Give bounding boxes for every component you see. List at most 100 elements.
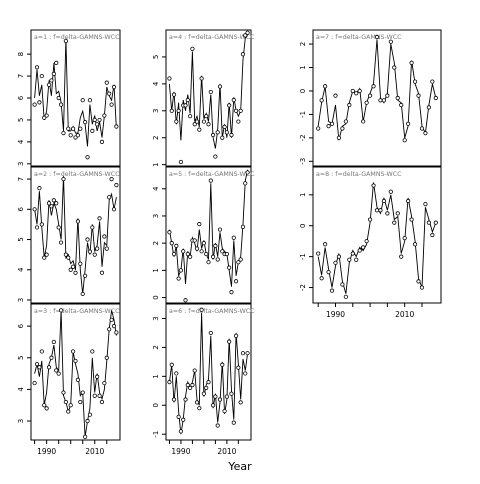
data-point xyxy=(66,255,71,260)
data-point xyxy=(350,251,355,256)
data-point xyxy=(388,189,393,194)
data-point xyxy=(354,91,359,96)
data-point xyxy=(381,198,387,204)
data-point xyxy=(412,242,418,247)
data-point xyxy=(423,131,428,136)
data-point xyxy=(409,60,414,65)
data-point xyxy=(171,397,177,402)
data-point xyxy=(220,135,225,140)
data-point xyxy=(80,291,85,297)
data-point xyxy=(95,122,100,127)
data-point xyxy=(78,261,83,266)
data-point xyxy=(416,93,421,98)
data-point xyxy=(227,339,232,344)
data-point xyxy=(220,249,225,254)
panel-frame xyxy=(30,166,121,304)
y-tick-label: 4 xyxy=(17,139,25,144)
data-point xyxy=(66,126,71,131)
data-point xyxy=(183,103,188,108)
data-point xyxy=(206,380,211,385)
data-point xyxy=(44,406,49,411)
data-point xyxy=(204,114,209,119)
data-point xyxy=(111,324,117,329)
data-point xyxy=(357,88,362,94)
data-point xyxy=(243,371,248,376)
data-point xyxy=(319,276,324,281)
data-point xyxy=(340,126,345,131)
data-point xyxy=(426,105,431,110)
data-point xyxy=(56,225,61,230)
data-point xyxy=(197,127,202,132)
panel-label: a=1 : f=delta-GAMNS-WCC xyxy=(34,34,120,41)
data-point xyxy=(73,270,78,275)
x-tick-label: 2010 xyxy=(395,310,414,319)
data-point xyxy=(399,254,404,259)
y-tick-label: -1 xyxy=(299,111,307,118)
data-point xyxy=(238,257,243,262)
data-point xyxy=(419,285,425,290)
y-tick-label: 5 xyxy=(17,237,25,241)
data-point xyxy=(174,243,179,248)
data-point xyxy=(87,249,93,254)
data-point xyxy=(111,207,117,212)
series-line xyxy=(34,38,117,147)
data-point xyxy=(114,330,119,335)
data-point xyxy=(197,406,202,411)
series-line xyxy=(168,169,249,287)
data-point xyxy=(80,98,85,103)
data-point xyxy=(231,97,236,103)
x-tick-label: 1990 xyxy=(171,447,190,456)
data-point xyxy=(224,251,229,257)
data-point xyxy=(402,138,407,143)
data-point xyxy=(61,130,66,136)
data-point xyxy=(347,102,352,108)
data-point xyxy=(199,249,204,254)
data-point xyxy=(361,245,366,250)
data-point xyxy=(85,418,90,424)
data-point xyxy=(201,391,207,396)
data-point xyxy=(340,282,345,287)
data-point xyxy=(97,393,102,398)
data-point xyxy=(192,122,197,127)
data-point xyxy=(406,121,411,126)
y-tick-label: 2 xyxy=(152,135,160,139)
data-point xyxy=(350,88,355,94)
data-point xyxy=(70,126,76,131)
data-point xyxy=(49,204,54,209)
data-point xyxy=(233,279,239,284)
data-point xyxy=(85,155,90,160)
data-point xyxy=(419,126,425,131)
data-point xyxy=(371,183,376,188)
data-point xyxy=(44,113,49,118)
panel-frame xyxy=(165,166,252,304)
data-point xyxy=(395,211,400,216)
data-point xyxy=(178,429,184,434)
data-point xyxy=(217,397,223,402)
data-point xyxy=(107,327,112,332)
data-point xyxy=(181,417,186,422)
data-point xyxy=(367,93,373,98)
data-point xyxy=(99,399,105,405)
data-point xyxy=(194,119,200,124)
data-point xyxy=(54,368,59,373)
data-point xyxy=(104,246,109,251)
data-point xyxy=(364,100,369,105)
data-point xyxy=(319,98,324,103)
data-point xyxy=(236,119,241,124)
data-point xyxy=(399,102,404,108)
data-point xyxy=(32,207,37,212)
data-point xyxy=(49,355,54,360)
y-tick-label: 4 xyxy=(152,186,160,191)
data-point xyxy=(433,220,438,225)
data-point xyxy=(176,276,181,281)
data-point xyxy=(381,98,387,103)
data-point xyxy=(316,126,321,131)
data-point xyxy=(378,208,383,213)
y-tick-label: 0 xyxy=(152,295,160,299)
y-tick-label: -2 xyxy=(299,284,307,291)
data-point xyxy=(68,403,73,408)
data-point xyxy=(323,242,328,247)
y-tick-label: 6 xyxy=(17,95,25,100)
data-point xyxy=(206,122,211,127)
